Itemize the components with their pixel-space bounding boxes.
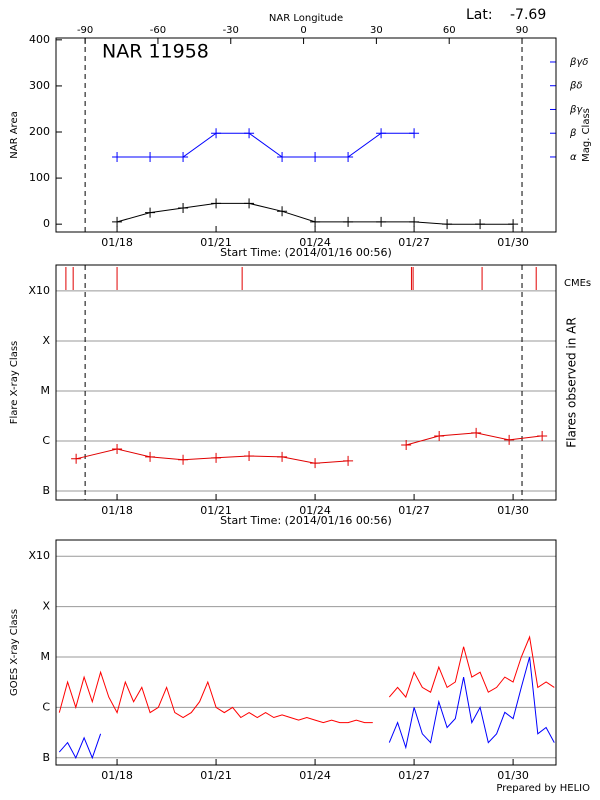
x2-tick-label: 0 [300, 25, 306, 36]
x-tick-label: 01/30 [497, 504, 529, 517]
footer: Prepared by HELIO [496, 783, 590, 794]
x2-axis-label: NAR Longitude [269, 13, 343, 24]
x2-tick-label: -60 [150, 25, 166, 36]
series-line [117, 132, 415, 158]
point-marker [112, 216, 123, 227]
x-axis-label: Start Time: (2014/01/16 00:56) [220, 246, 392, 259]
latitude-label: Lat: [466, 7, 493, 23]
series-line [116, 202, 514, 225]
y-tick-label: X10 [28, 549, 50, 562]
x-tick-label: 01/24 [299, 769, 331, 782]
y2-tick-label: β [569, 128, 577, 139]
x-tick-label: 01/27 [398, 769, 430, 782]
y-tick-label: C [42, 700, 50, 713]
x-tick-label: 01/24 [299, 504, 331, 517]
y-tick-label: 0 [43, 217, 50, 230]
x-tick-label: 01/18 [101, 504, 133, 517]
x2-tick-label: 30 [370, 25, 383, 36]
plot-frame [55, 37, 557, 233]
chart-title: NAR 11958 [102, 41, 209, 63]
y-tick-label: 200 [29, 125, 50, 138]
plot-frame [55, 539, 557, 766]
x2-tick-label: -30 [223, 25, 239, 36]
x-tick-label: 01/21 [200, 236, 232, 249]
x-tick-label: 01/21 [200, 504, 232, 517]
x2-tick-label: 60 [443, 25, 456, 36]
y-axis-label: Flare X-ray Class [9, 341, 20, 425]
y-tick-label: X10 [28, 284, 50, 297]
y-tick-label: B [42, 751, 50, 764]
plot-frame [55, 264, 557, 501]
x-tick-label: 01/18 [101, 236, 133, 249]
x-tick-label: 01/27 [398, 236, 430, 249]
series-line [75, 432, 543, 464]
y-tick-label: B [42, 484, 50, 497]
y2-axis-label: Mag. Class [581, 108, 592, 162]
y-tick-label: M [41, 384, 51, 397]
series-line [58, 656, 555, 760]
y-axis-label: GOES X-ray Class [9, 609, 20, 696]
y-axis-label: NAR Area [9, 111, 20, 158]
series-line [58, 635, 555, 724]
y2-tick-label: α [570, 152, 577, 163]
x-tick-label: 01/24 [299, 236, 331, 249]
y-tick-label: X [42, 600, 50, 613]
y-tick-label: M [41, 650, 51, 663]
x-tick-label: 01/30 [497, 769, 529, 782]
y-tick-label: 100 [29, 171, 50, 184]
y-tick-label: 400 [29, 33, 50, 46]
x2-tick-label: -90 [77, 25, 93, 36]
x-tick-label: 01/21 [200, 769, 232, 782]
latitude-value: -7.69 [510, 7, 546, 23]
x2-tick-label: 90 [516, 25, 529, 36]
cme-label: CMEs [564, 278, 591, 289]
y2-tick-label: βγδ [569, 57, 588, 68]
y2-axis-label: Flares observed in AR [565, 317, 579, 447]
point-marker [401, 440, 412, 451]
y2-tick-label: βγ [569, 104, 583, 115]
x-axis-label: Start Time: (2014/01/16 00:56) [220, 514, 392, 527]
x-tick-label: 01/27 [398, 504, 430, 517]
y-tick-label: 300 [29, 79, 50, 92]
x-tick-label: 01/30 [497, 236, 529, 249]
y2-tick-label: βδ [569, 81, 583, 92]
y-tick-label: X [42, 334, 50, 347]
y-tick-label: C [42, 434, 50, 447]
x-tick-label: 01/18 [101, 769, 133, 782]
